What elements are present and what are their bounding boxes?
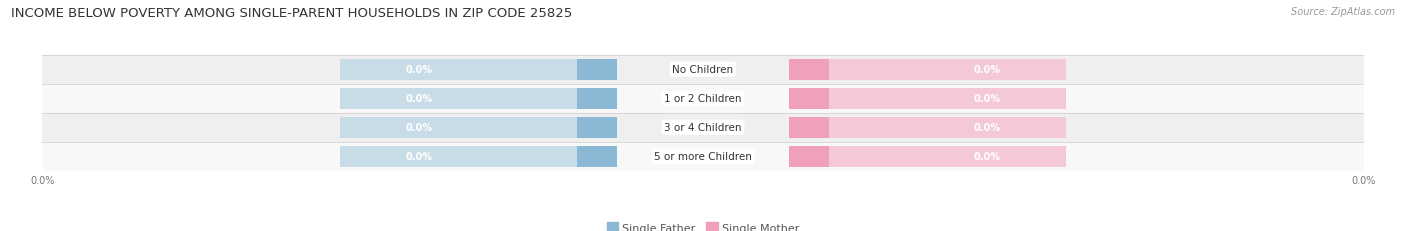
Bar [789, 117, 1067, 138]
Text: 0.0%: 0.0% [973, 152, 1001, 161]
Text: 0.0%: 0.0% [405, 152, 433, 161]
Bar [339, 117, 617, 138]
Text: Source: ZipAtlas.com: Source: ZipAtlas.com [1291, 7, 1395, 17]
Text: 0.0%: 0.0% [973, 94, 1001, 104]
Bar [578, 59, 617, 80]
Text: 0.0%: 0.0% [405, 65, 433, 75]
Text: No Children: No Children [672, 65, 734, 75]
Legend: Single Father, Single Mother: Single Father, Single Mother [602, 218, 804, 231]
Text: 0.0%: 0.0% [973, 123, 1001, 133]
Bar [789, 146, 1067, 167]
Bar [578, 146, 617, 167]
Bar [339, 146, 617, 167]
Text: INCOME BELOW POVERTY AMONG SINGLE-PARENT HOUSEHOLDS IN ZIP CODE 25825: INCOME BELOW POVERTY AMONG SINGLE-PARENT… [11, 7, 572, 20]
Bar [789, 146, 828, 167]
Bar [339, 88, 617, 109]
Text: 3 or 4 Children: 3 or 4 Children [664, 123, 742, 133]
Text: 1 or 2 Children: 1 or 2 Children [664, 94, 742, 104]
Bar [42, 84, 1364, 113]
Bar [789, 88, 828, 109]
Text: 0.0%: 0.0% [405, 94, 433, 104]
Text: 5 or more Children: 5 or more Children [654, 152, 752, 161]
Text: 0.0%: 0.0% [973, 65, 1001, 75]
Bar [789, 59, 1067, 80]
Bar [578, 88, 617, 109]
Bar [789, 117, 828, 138]
Bar [42, 142, 1364, 171]
Bar [42, 113, 1364, 142]
Bar [339, 59, 617, 80]
Bar [789, 88, 1067, 109]
Bar [789, 59, 828, 80]
Text: 0.0%: 0.0% [405, 123, 433, 133]
Bar [42, 55, 1364, 84]
Bar [578, 117, 617, 138]
